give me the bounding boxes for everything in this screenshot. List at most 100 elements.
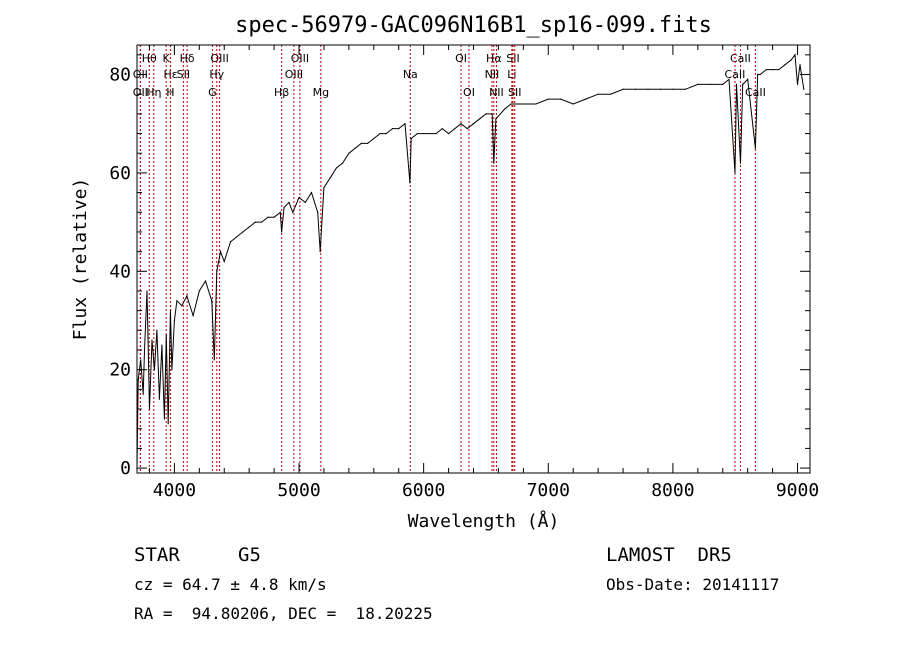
spectrum-point [684, 88, 686, 90]
line-label: Hβ [274, 86, 289, 99]
spectrum-point [236, 236, 238, 238]
line-label: CaII [730, 52, 751, 65]
x-tick-label: 4000 [153, 480, 196, 501]
spectrum-point [466, 128, 468, 130]
spectrum-point [609, 93, 612, 95]
line-label: CaII [745, 86, 766, 99]
spectrum-point [280, 231, 283, 233]
spectrum-point [697, 83, 699, 85]
spectrum-point [510, 103, 512, 105]
spectrum-point [317, 211, 319, 213]
spectrum-point [778, 68, 780, 71]
line-label: H [166, 86, 174, 99]
spectrum-point [803, 88, 805, 90]
line-label: CaII [725, 68, 746, 81]
spectrum-point [493, 162, 495, 164]
spectrum-point [169, 310, 172, 312]
spectrum-point [261, 221, 263, 223]
spectrum-point [491, 113, 493, 115]
spectrum-point [385, 132, 387, 135]
spectrum-point [140, 359, 142, 361]
spectrum-point [148, 408, 151, 410]
spectrum-point [560, 98, 562, 100]
x-axis-label: Wavelength (Å) [408, 510, 560, 532]
object-subclass: G5 [238, 544, 261, 566]
spectrum-point [485, 113, 487, 115]
x-tick-label: 6000 [402, 480, 445, 501]
spectrum-point [153, 369, 156, 371]
spectrum-point [158, 398, 161, 400]
spectrum-point [742, 83, 744, 85]
spectrum-point [460, 123, 462, 125]
spectrum-point [734, 172, 736, 174]
x-tick-label: 8000 [651, 480, 694, 501]
spectrum-point [799, 64, 801, 66]
spectrum-point [794, 54, 796, 56]
spectrum-point [647, 88, 649, 90]
spectrum-point [171, 369, 173, 371]
spectrum-point [181, 305, 183, 307]
x-tick-label: 7000 [527, 480, 570, 501]
spectrum-point [323, 187, 325, 189]
spectrum-point [167, 423, 169, 425]
spectrum-point [198, 290, 200, 292]
spectrum-point [495, 118, 497, 120]
spectrum-point [479, 118, 481, 120]
spectrum-point [759, 73, 761, 76]
x-tick-label: 9000 [776, 480, 819, 501]
line-label: OI [463, 86, 475, 99]
spectrum-point [310, 191, 313, 194]
spectrum-point [659, 88, 662, 90]
spectrum-point [248, 226, 250, 228]
line-label: OIII [210, 52, 228, 65]
line-label: Hγ [209, 68, 224, 81]
line-label: NII [485, 68, 500, 81]
spectrum-point [772, 68, 774, 71]
spectrum-point [423, 132, 425, 135]
spectrum-point [597, 93, 599, 95]
survey-label: LAMOST DR5 [606, 544, 732, 566]
spectrum-point [404, 123, 406, 125]
spectrum-point [146, 290, 148, 292]
spectrum-point [348, 152, 350, 154]
chart-title: spec-56979-GAC096N16B1_sp16-099.fits [235, 13, 712, 38]
spectrum-point [151, 339, 153, 341]
line-label: OIII [285, 68, 303, 81]
line-label: Hθ [142, 52, 157, 65]
line-label: SII [177, 68, 190, 81]
y-tick-label: 40 [109, 261, 131, 282]
spectrum-point [242, 231, 244, 233]
obs-date: Obs-Date: 20141117 [606, 575, 780, 594]
line-label: OI [455, 52, 467, 65]
spectrum-point [735, 83, 738, 85]
spectrum-point [165, 334, 167, 336]
spectrum-point [229, 241, 232, 243]
spectrum-point [379, 132, 381, 135]
spectrum-point [722, 83, 724, 85]
redshift-line: cz = 64.7 ± 4.8 km/s [134, 575, 327, 594]
spectrum-point [204, 280, 207, 282]
spectrum-point [283, 206, 285, 208]
spectrum-point [373, 137, 375, 140]
spectrum-point [192, 314, 194, 317]
spectrum-point [572, 103, 574, 105]
coords-line: RA = 94.80206, DEC = 18.20225 [134, 604, 433, 623]
y-tick-label: 80 [109, 65, 131, 86]
object-class: STAR [134, 544, 180, 566]
spectrum-point [416, 132, 419, 135]
spectrum-point [410, 137, 412, 140]
spectrum-point [223, 260, 225, 263]
spectrum-point [622, 88, 624, 90]
spectrum-point [143, 349, 146, 351]
line-label: SII [508, 86, 521, 99]
spectrum-point [219, 251, 222, 253]
y-tick-label: 0 [120, 458, 131, 479]
x-tick-label: 5000 [277, 480, 320, 501]
spectrum-point [784, 64, 786, 66]
spectrum-point [173, 319, 175, 322]
spectrum-point [409, 182, 411, 184]
spectrum-point [267, 216, 269, 218]
spectrum-line [136, 53, 805, 469]
spectrum-point [796, 83, 799, 85]
